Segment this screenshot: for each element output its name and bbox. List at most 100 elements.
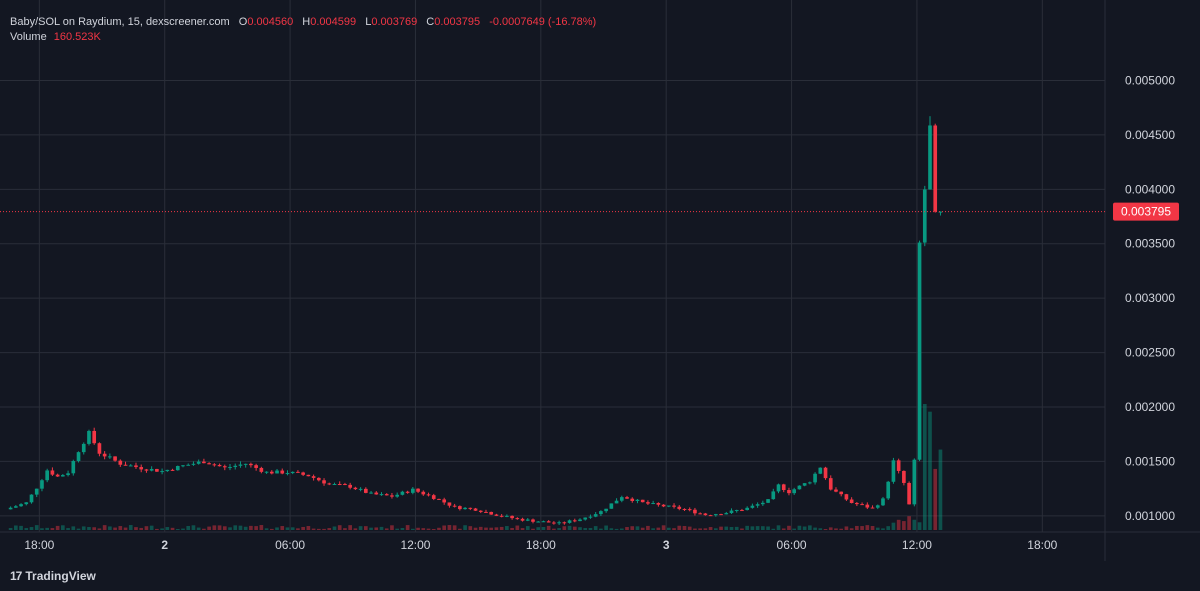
candle-body [855, 503, 859, 505]
candle-body [844, 494, 849, 500]
volume-bar [452, 525, 457, 530]
volume-bar [651, 528, 655, 530]
candle-body [113, 456, 117, 461]
candle-body [316, 477, 321, 481]
last-price-marker: 0.003795 [0, 202, 1179, 221]
volume-bar [416, 527, 420, 530]
volume-bar [933, 468, 938, 530]
volume-bar [630, 526, 635, 530]
candle-body [468, 507, 473, 509]
volume-bar [776, 525, 781, 530]
volume-bar [703, 528, 708, 530]
candle-body [322, 480, 326, 484]
volume-bar [520, 528, 525, 530]
candle-body [572, 520, 577, 522]
candle-body [144, 469, 149, 471]
candle-body [19, 504, 23, 507]
candle-body [348, 484, 352, 488]
volume-bar [896, 519, 901, 530]
volume-bar [217, 525, 222, 530]
volume-bar [792, 528, 797, 530]
symbol-label[interactable]: Baby/SOL on Raydium, 15, dexscreener.com [10, 16, 230, 28]
volume-bar [249, 525, 253, 530]
y-tick-label: 0.002500 [1125, 346, 1175, 360]
volume-bar [175, 528, 180, 530]
candle-body [599, 511, 603, 515]
volume-bar [922, 403, 927, 530]
x-tick-label: 06:00 [777, 538, 807, 552]
candle-body [813, 473, 817, 483]
candle-body [823, 467, 828, 479]
candle-body [50, 470, 55, 475]
candle-body [494, 514, 499, 516]
candle-body [102, 453, 107, 457]
volume-bar [322, 528, 326, 530]
candle-body [766, 499, 770, 503]
candle-body [170, 469, 175, 471]
volume-bar [646, 525, 650, 530]
candle-body [81, 443, 86, 453]
y-tick-label: 0.004000 [1125, 182, 1175, 196]
candle-body [431, 495, 436, 499]
volume-bar [604, 525, 608, 530]
candle-body [8, 507, 13, 510]
volume-bar [144, 526, 149, 530]
candle-body [400, 491, 405, 495]
candle-body [24, 502, 29, 505]
volume-bar [625, 527, 629, 530]
volume-bar [865, 525, 870, 530]
volume-bar [787, 525, 791, 530]
candle-body [666, 505, 671, 507]
candle-body [907, 482, 911, 505]
candle-body [358, 488, 363, 490]
volume-bar [108, 526, 112, 530]
volume-bar [713, 528, 718, 530]
candles [8, 116, 943, 525]
candle-body [191, 463, 196, 465]
candle-body [891, 460, 896, 482]
candle-body [865, 504, 870, 508]
tradingview-logo[interactable]: 17 TradingView [10, 569, 96, 583]
candle-body [771, 491, 776, 500]
volume-bar [160, 528, 164, 530]
candle-body [463, 507, 467, 510]
candle-body [327, 483, 332, 485]
x-tick-label: 12:00 [902, 538, 932, 552]
volume-bar [40, 528, 44, 530]
volume-bar [745, 525, 749, 530]
candle-body [541, 521, 546, 523]
volume-bar [734, 526, 739, 530]
candle-body [222, 466, 227, 468]
candle-body [792, 489, 797, 494]
volume-bar [165, 527, 170, 530]
candle-body [505, 515, 509, 517]
candle-body [343, 484, 347, 486]
volume-bar [515, 525, 520, 530]
volume-bar [290, 527, 295, 530]
volume-bar [588, 528, 593, 530]
volume-bar [870, 525, 875, 530]
candle-body [583, 517, 588, 520]
candle-body [87, 430, 91, 444]
candle-body [808, 482, 812, 484]
candle-body [76, 452, 81, 462]
candle-body [776, 484, 781, 492]
candle-body [625, 497, 629, 499]
volume-bar [771, 528, 776, 530]
volume-bar [693, 528, 697, 530]
candle-body [149, 468, 154, 471]
volume-bar [912, 519, 917, 530]
candle-body [301, 472, 305, 475]
volume-bar [306, 526, 311, 530]
candle-body [922, 189, 927, 243]
volume-bar [938, 449, 943, 530]
candle-body [411, 488, 415, 493]
volume-bar [484, 527, 488, 530]
candle-body [750, 505, 755, 508]
volume-bar [196, 527, 201, 530]
candle-body [165, 469, 170, 472]
volume-bar [886, 526, 891, 530]
volume-bar [687, 526, 692, 530]
